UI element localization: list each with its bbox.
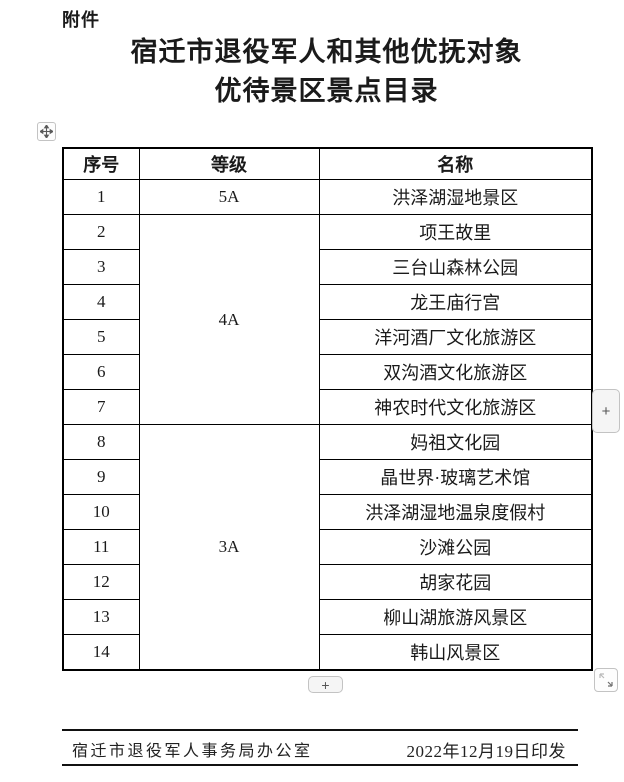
table-row: 1 5A 洪泽湖湿地景区 xyxy=(62,179,593,215)
insert-row-button[interactable]: + xyxy=(308,676,343,693)
cell-name: 双沟酒文化旅游区 xyxy=(318,354,593,390)
cell-name: 洋河酒厂文化旅游区 xyxy=(318,319,593,355)
cell-name: 洪泽湖湿地温泉度假村 xyxy=(318,494,593,530)
table-row: 2 4A 项王故里 xyxy=(62,214,593,425)
cell-name: 神农时代文化旅游区 xyxy=(318,389,593,425)
cell-serial: 4 xyxy=(62,284,140,320)
table-row: 6 双沟酒文化旅游区 xyxy=(62,354,593,390)
column-header-1: 序号 xyxy=(62,147,140,180)
cell-serial: 11 xyxy=(62,529,140,565)
table-row: 11 沙滩公园 xyxy=(62,529,593,565)
cell-name: 妈祖文化园 xyxy=(318,424,593,460)
page-title-line1: 宿迁市退役军人和其他优抚对象 xyxy=(130,37,523,67)
footer-rule-bottom xyxy=(62,764,578,766)
table-resize-handle[interactable] xyxy=(594,668,618,692)
header-row: 序号 等级 名称 xyxy=(62,147,593,180)
table-row: 8 3A 妈祖文化园 xyxy=(62,424,593,671)
cell-name: 柳山湖旅游风景区 xyxy=(318,599,593,635)
cell-name: 龙王庙行宫 xyxy=(318,284,593,320)
table-row: 7 神农时代文化旅游区 xyxy=(62,389,593,425)
cell-grade: 4A xyxy=(138,214,320,425)
cell-grade: 3A xyxy=(138,424,320,671)
cell-serial: 12 xyxy=(62,564,140,600)
cell-grade: 5A xyxy=(138,179,320,215)
cell-serial: 10 xyxy=(62,494,140,530)
cell-name: 洪泽湖湿地景区 xyxy=(318,179,593,215)
cell-name: 胡家花园 xyxy=(318,564,593,600)
cell-serial: 14 xyxy=(62,634,140,671)
cell-name: 三台山森林公园 xyxy=(318,249,593,285)
footer-rule-top xyxy=(62,729,578,731)
scenic-table: 序号 等级 名称 1 5A 洪泽湖湿地景区 2 4A 项王故里 3 三台山森林公园 4 龙王庙行宫 5 洋… xyxy=(62,147,593,671)
cell-name: 晶世界·玻璃艺术馆 xyxy=(318,459,593,495)
page-title: 宿迁市退役军人和其他优抚对象 优待景区景点目录 xyxy=(62,33,591,111)
cell-serial: 9 xyxy=(62,459,140,495)
cell-serial: 3 xyxy=(62,249,140,285)
table-row: 3 三台山森林公园 xyxy=(62,249,593,285)
column-header-3: 名称 xyxy=(318,147,593,180)
table-row: 13 柳山湖旅游风景区 xyxy=(62,599,593,635)
table-row: 14 韩山风景区 xyxy=(62,634,593,671)
cell-serial: 2 xyxy=(62,214,140,250)
footer-date: 2022年12月19日印发 xyxy=(406,741,566,761)
page-title-line2: 优待景区景点目录 xyxy=(214,76,439,106)
table-row: 10 洪泽湖湿地温泉度假村 xyxy=(62,494,593,530)
cell-serial: 6 xyxy=(62,354,140,390)
table-row: 9 晶世界·玻璃艺术馆 xyxy=(62,459,593,495)
cell-name: 沙滩公园 xyxy=(318,529,593,565)
table-row: 12 胡家花园 xyxy=(62,564,593,600)
insert-column-button[interactable]: + xyxy=(592,389,620,433)
cell-serial: 5 xyxy=(62,319,140,355)
cell-name: 项王故里 xyxy=(318,214,593,250)
move-cross-icon xyxy=(40,125,53,138)
table-move-handle[interactable] xyxy=(37,122,56,141)
cell-serial: 8 xyxy=(62,424,140,460)
cell-name: 韩山风景区 xyxy=(318,634,593,671)
plus-icon: + xyxy=(321,676,330,693)
column-header-2: 等级 xyxy=(138,147,320,180)
cell-serial: 1 xyxy=(62,179,140,215)
cell-serial: 13 xyxy=(62,599,140,635)
attachment-label: 附件 xyxy=(62,10,100,30)
resize-diagonal-icon xyxy=(595,669,617,691)
plus-icon: + xyxy=(601,402,611,420)
footer: 宿迁市退役军人事务局办公室 2022年12月19日印发 xyxy=(62,735,578,763)
cell-serial: 7 xyxy=(62,389,140,425)
footer-issuer: 宿迁市退役军人事务局办公室 xyxy=(72,743,313,760)
